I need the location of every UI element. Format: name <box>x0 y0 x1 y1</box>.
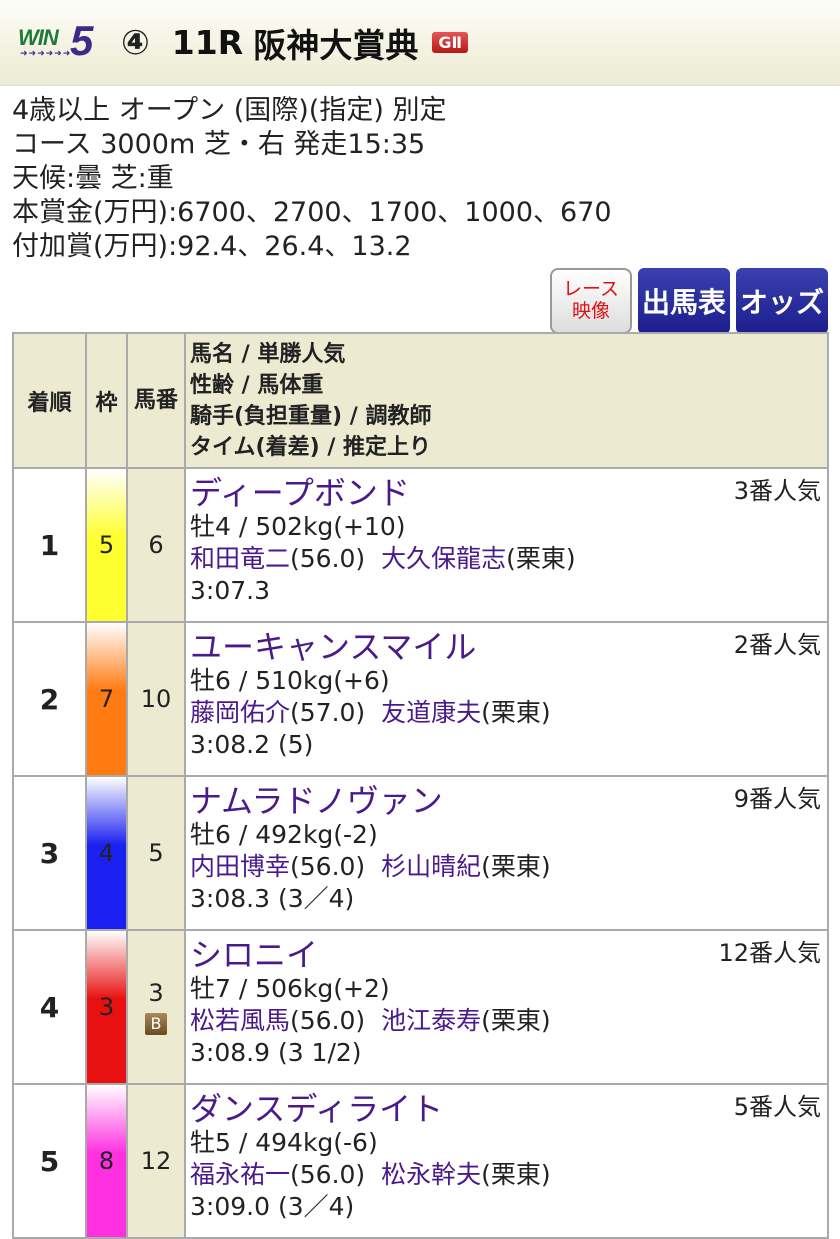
stable: (栗東) <box>481 852 551 881</box>
sex-age-weight: 牡6 / 492kg(-2) <box>190 820 378 849</box>
horse-detail: ディープボンド 3番人気 牡4 / 502kg(+10) 和田竜二(56.0) … <box>184 467 829 623</box>
frame-number: 4 <box>85 775 128 931</box>
entries-button[interactable]: 出馬表 <box>638 268 730 334</box>
weather-info: 天候:曇 芝:重 <box>12 163 174 194</box>
result-row: 5 8 12 ダンスディライト 5番人気 牡5 / 494kg(-6) 福永祐一… <box>12 1083 829 1239</box>
trainer-link[interactable]: 友道康夫 <box>381 698 482 727</box>
horse-number-cell: 5 <box>126 775 186 931</box>
jockey-link[interactable]: 松若風馬 <box>190 1006 291 1035</box>
jockey-link[interactable]: 和田竜二 <box>190 544 291 573</box>
stable: (栗東) <box>481 1006 551 1035</box>
horse-number: 12 <box>140 1147 172 1175</box>
horse-number: 5 <box>148 839 164 867</box>
extra-prize-info: 付加賞(万円):92.4、26.4、13.2 <box>12 231 412 262</box>
trainer-link[interactable]: 松永幹夫 <box>381 1160 482 1189</box>
jockey-link[interactable]: 藤岡佑介 <box>190 698 291 727</box>
horse-name-link[interactable]: シロニイ <box>190 936 319 974</box>
race-number: 11R <box>171 23 244 62</box>
carried-weight: (57.0) <box>290 698 366 727</box>
stable: (栗東) <box>506 544 576 573</box>
finish-time: 3:09.0 (3／4) <box>190 1192 355 1221</box>
stable: (栗東) <box>481 698 551 727</box>
frame-number: 7 <box>85 621 128 777</box>
prize-info: 本賞金(万円):6700、2700、1700、1000、670 <box>12 197 612 228</box>
horse-name-link[interactable]: ダンスディライト <box>190 1090 444 1128</box>
header-uma: 馬番 <box>126 332 186 469</box>
horse-detail: ユーキャンスマイル 2番人気 牡6 / 510kg(+6) 藤岡佑介(57.0)… <box>184 621 829 777</box>
horse-number-cell: 6 <box>126 467 186 623</box>
header-rank: 着順 <box>12 332 87 469</box>
horse-number: 6 <box>148 531 164 559</box>
win5-leg-number: ④ <box>121 22 150 63</box>
finish-time: 3:08.3 (3／4) <box>190 884 355 913</box>
finish-time: 3:08.2 (5) <box>190 730 314 759</box>
grade-badge: GⅡ <box>432 32 468 53</box>
horse-number-cell: 10 <box>126 621 186 777</box>
trainer-link[interactable]: 大久保龍志 <box>381 544 507 573</box>
result-row: 1 5 6 ディープボンド 3番人気 牡4 / 502kg(+10) 和田竜二(… <box>12 467 829 623</box>
horse-number: 10 <box>140 685 172 713</box>
race-info: 4歳以上 オープン (国際)(指定) 別定 コース 3000m 芝・右 発走15… <box>0 86 840 264</box>
horse-name-link[interactable]: ディープボンド <box>190 474 410 512</box>
popularity: 2番人気 <box>733 631 821 659</box>
horse-number-cell: 12 <box>126 1083 186 1239</box>
carried-weight: (56.0) <box>290 1160 366 1189</box>
stable: (栗東) <box>481 1160 551 1189</box>
finish-time: 3:07.3 <box>190 576 270 605</box>
race-conditions: 4歳以上 オープン (国際)(指定) 別定 <box>12 95 447 126</box>
horse-detail: シロニイ 12番人気 牡7 / 506kg(+2) 松若風馬(56.0) 池江泰… <box>184 929 829 1085</box>
popularity: 3番人気 <box>733 477 821 505</box>
popularity: 5番人気 <box>733 1093 821 1121</box>
sex-age-weight: 牡4 / 502kg(+10) <box>190 512 406 541</box>
race-name: 阪神大賞典 <box>253 25 419 65</box>
rank: 4 <box>12 929 87 1085</box>
frame-number: 8 <box>85 1083 128 1239</box>
sex-age-weight: 牡6 / 510kg(+6) <box>190 666 390 695</box>
video-label-2: 映像 <box>571 300 610 322</box>
popularity: 9番人気 <box>733 785 821 813</box>
header-detail: 馬名 / 単勝人気 性齢 / 馬体重 騎手(負担重量) / 調教師 タイム(着差) /… <box>184 332 829 469</box>
trainer-link[interactable]: 杉山晴紀 <box>381 852 482 881</box>
blinker-badge: B <box>145 1013 167 1035</box>
header-waku: 枠 <box>85 332 128 469</box>
results-table: 着順 枠 馬番 馬名 / 単勝人気 性齢 / 馬体重 騎手(負担重量) / 調教師タ… <box>12 332 829 1239</box>
horse-detail: ダンスディライト 5番人気 牡5 / 494kg(-6) 福永祐一(56.0) … <box>184 1083 829 1239</box>
rank: 5 <box>12 1083 87 1239</box>
frame-number: 5 <box>85 467 128 623</box>
frame-number: 3 <box>85 929 128 1085</box>
race-header: WIN 5 ➜➜➜➜➜➜ ④ 11R 阪神大賞典 GⅡ <box>0 0 840 86</box>
video-label-1: レース <box>562 278 620 300</box>
sex-age-weight: 牡5 / 494kg(-6) <box>190 1128 378 1157</box>
carried-weight: (56.0) <box>290 852 366 881</box>
carried-weight: (56.0) <box>290 1006 366 1035</box>
horse-name-link[interactable]: ユーキャンスマイル <box>190 628 477 666</box>
sex-age-weight: 牡7 / 506kg(+2) <box>190 974 390 1003</box>
rank: 1 <box>12 467 87 623</box>
popularity: 12番人気 <box>718 939 821 967</box>
result-row: 3 4 5 ナムラドノヴァン 9番人気 牡6 / 492kg(-2) 内田博幸(… <box>12 775 829 931</box>
finish-time: 3:08.9 (3 1/2) <box>190 1038 362 1067</box>
trainer-link[interactable]: 池江泰寿 <box>381 1006 482 1035</box>
course-info: コース 3000m 芝・右 発走15:35 <box>12 129 426 160</box>
carried-weight: (56.0) <box>290 544 366 573</box>
horse-detail: ナムラドノヴァン 9番人気 牡6 / 492kg(-2) 内田博幸(56.0) … <box>184 775 829 931</box>
horse-name-link[interactable]: ナムラドノヴァン <box>190 782 443 820</box>
result-row: 2 7 10 ユーキャンスマイル 2番人気 牡6 / 510kg(+6) 藤岡佑… <box>12 621 829 777</box>
win5-logo: WIN 5 ➜➜➜➜➜➜ <box>18 16 94 64</box>
rank: 3 <box>12 775 87 931</box>
odds-button[interactable]: オッズ <box>736 268 828 334</box>
jockey-link[interactable]: 内田博幸 <box>190 852 291 881</box>
rank: 2 <box>12 621 87 777</box>
horse-number: 3 <box>148 979 164 1007</box>
jockey-link[interactable]: 福永祐一 <box>190 1160 291 1189</box>
race-video-button[interactable]: レース 映像 <box>550 268 632 334</box>
